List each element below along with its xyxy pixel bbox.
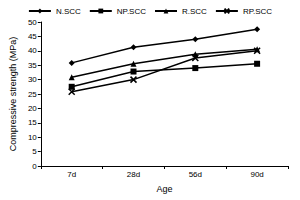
svg-text:30: 30	[28, 75, 37, 84]
svg-text:10: 10	[28, 133, 37, 142]
svg-text:Age: Age	[156, 184, 172, 194]
svg-text:20: 20	[28, 104, 37, 113]
svg-text:25: 25	[28, 90, 37, 99]
svg-text:28d: 28d	[127, 170, 140, 179]
svg-text:56d: 56d	[189, 170, 202, 179]
svg-text:NP.SCC: NP.SCC	[117, 7, 146, 16]
svg-text:N.SCC: N.SCC	[56, 7, 81, 16]
svg-text:R.SCC: R.SCC	[182, 7, 207, 16]
svg-text:50: 50	[28, 18, 37, 27]
svg-text:RP.SCC: RP.SCC	[243, 7, 272, 16]
svg-text:35: 35	[28, 61, 37, 70]
svg-text:40: 40	[28, 46, 37, 55]
svg-text:Compressive strength (MPa): Compressive strength (MPa)	[8, 37, 18, 152]
svg-text:90d: 90d	[250, 170, 263, 179]
svg-text:7d: 7d	[67, 170, 76, 179]
svg-text:15: 15	[28, 118, 37, 127]
svg-text:5: 5	[32, 147, 37, 156]
svg-text:45: 45	[28, 32, 37, 41]
svg-text:0: 0	[32, 162, 37, 171]
